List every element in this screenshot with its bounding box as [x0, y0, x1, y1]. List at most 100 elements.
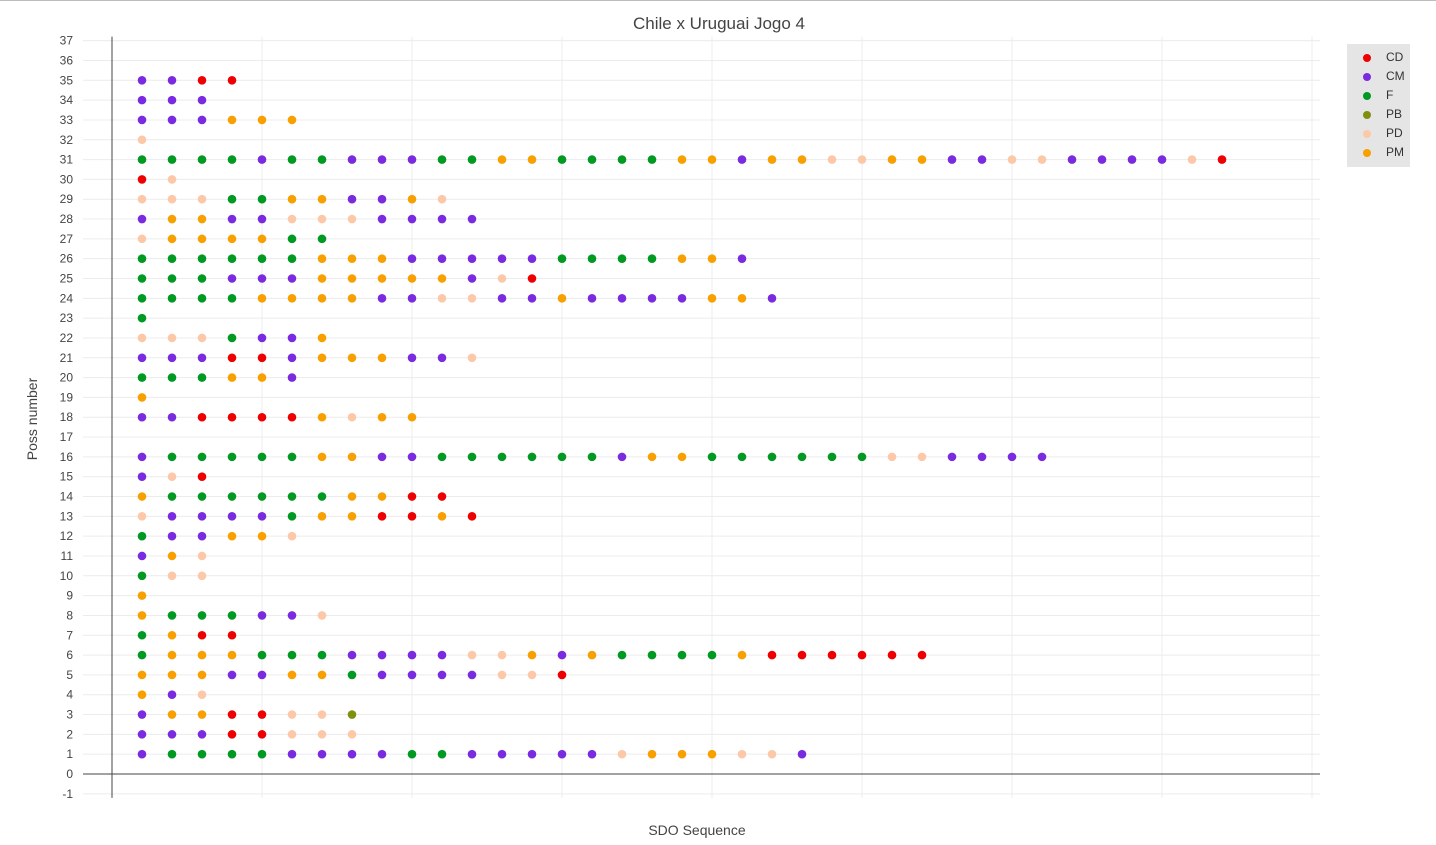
- point-pm: [647, 749, 657, 759]
- point-cm: [347, 650, 357, 660]
- point-cm: [347, 194, 357, 204]
- point-pm: [707, 294, 717, 303]
- point-f: [587, 254, 597, 263]
- point-pm: [557, 294, 567, 303]
- y-tick-label: 34: [60, 93, 74, 107]
- point-pm: [197, 650, 207, 660]
- point-pm: [707, 749, 717, 759]
- y-tick-label: 0: [66, 767, 73, 781]
- point-f: [197, 373, 207, 382]
- point-f: [197, 611, 207, 620]
- y-tick-label: 12: [60, 529, 74, 543]
- point-f: [197, 749, 207, 759]
- point-cm: [167, 115, 177, 125]
- y-tick-label: 36: [60, 53, 74, 67]
- point-pm: [137, 492, 147, 501]
- point-cm: [617, 452, 627, 462]
- point-pd: [137, 333, 147, 343]
- point-cd: [257, 730, 267, 739]
- y-tick-label: 32: [60, 133, 74, 147]
- point-cm: [317, 749, 327, 759]
- point-pm: [257, 115, 267, 125]
- point-cm: [197, 115, 207, 125]
- point-cm: [167, 730, 177, 739]
- point-cm: [1097, 155, 1107, 164]
- y-tick-label: 9: [66, 589, 73, 603]
- point-cm: [1067, 155, 1077, 164]
- point-pm: [167, 650, 177, 660]
- point-f: [167, 492, 177, 501]
- point-cd: [407, 512, 417, 521]
- y-tick-label: 26: [60, 252, 74, 266]
- point-f: [317, 650, 327, 660]
- point-pd: [1037, 155, 1047, 164]
- point-f: [137, 274, 147, 283]
- point-cm: [167, 690, 177, 700]
- point-cm: [347, 749, 357, 759]
- point-cm: [137, 115, 147, 125]
- point-pm: [317, 333, 327, 343]
- point-pd: [137, 135, 147, 145]
- point-cm: [407, 254, 417, 263]
- point-cd: [257, 353, 267, 363]
- point-cm: [167, 531, 177, 541]
- point-cd: [377, 512, 387, 521]
- y-tick-label: 16: [60, 450, 74, 464]
- point-f: [647, 650, 657, 660]
- point-f: [197, 274, 207, 283]
- point-pm: [287, 670, 297, 680]
- legend-item-cm[interactable]: CM: [1347, 67, 1410, 86]
- point-pm: [227, 115, 237, 125]
- point-pm: [287, 194, 297, 204]
- point-cd: [287, 412, 297, 422]
- point-pd: [317, 710, 327, 719]
- point-pm: [317, 274, 327, 283]
- point-pd: [497, 650, 507, 660]
- point-cm: [407, 214, 417, 224]
- point-pd: [467, 353, 477, 363]
- point-cm: [587, 294, 597, 303]
- point-cd: [227, 412, 237, 422]
- legend-label: PD: [1386, 126, 1403, 140]
- point-cm: [347, 155, 357, 164]
- point-pm: [227, 373, 237, 382]
- point-cm: [197, 531, 207, 541]
- top-border: [0, 0, 1436, 1]
- point-f: [167, 274, 177, 283]
- point-f: [257, 492, 267, 501]
- point-f: [137, 373, 147, 382]
- point-pd: [347, 730, 357, 739]
- legend-item-pm[interactable]: PM: [1347, 143, 1410, 162]
- point-cm: [677, 294, 687, 303]
- point-pm: [317, 412, 327, 422]
- point-pm: [137, 611, 147, 620]
- point-cm: [137, 95, 147, 105]
- point-f: [257, 650, 267, 660]
- point-f: [617, 254, 627, 263]
- point-cm: [287, 353, 297, 363]
- legend-item-cd[interactable]: CD: [1347, 48, 1410, 67]
- point-pm: [287, 294, 297, 303]
- point-pd: [497, 274, 507, 283]
- point-f: [527, 452, 537, 462]
- point-f: [497, 452, 507, 462]
- point-cm: [467, 749, 477, 759]
- point-cm: [197, 353, 207, 363]
- point-pm: [677, 749, 687, 759]
- point-pm: [647, 452, 657, 462]
- point-cm: [377, 194, 387, 204]
- point-cm: [287, 274, 297, 283]
- point-f: [227, 492, 237, 501]
- legend-item-f[interactable]: F: [1347, 86, 1410, 105]
- point-cm: [137, 76, 147, 85]
- point-cm: [257, 670, 267, 680]
- y-tick-label: 30: [60, 172, 74, 186]
- point-cm: [947, 452, 957, 462]
- legend-item-pd[interactable]: PD: [1347, 124, 1410, 143]
- point-pm: [167, 630, 177, 640]
- point-cm: [467, 214, 477, 224]
- point-f: [227, 749, 237, 759]
- legend-item-pb[interactable]: PB: [1347, 105, 1410, 124]
- point-pm: [377, 353, 387, 363]
- point-f: [557, 254, 567, 263]
